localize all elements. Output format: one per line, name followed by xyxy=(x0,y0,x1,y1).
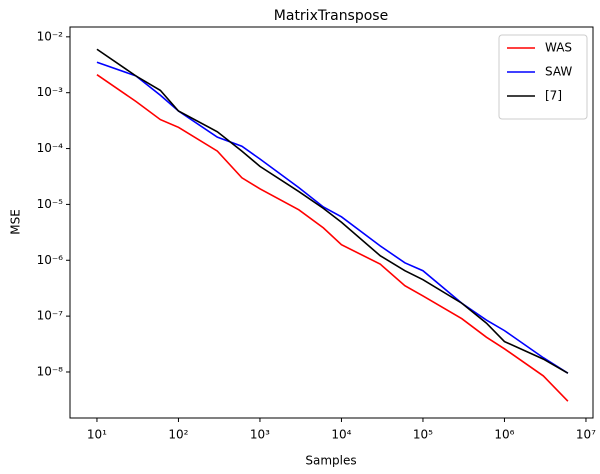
y-axis-label: MSE xyxy=(9,209,23,235)
legend-label: WAS xyxy=(545,41,572,55)
legend-label: [7] xyxy=(545,89,562,103)
y-tick-label: 10⁻⁷ xyxy=(37,309,64,323)
x-tick-label: 10⁷ xyxy=(576,428,596,442)
series-line xyxy=(96,74,569,402)
legend-box xyxy=(498,34,588,120)
y-tick-label: 10⁻⁸ xyxy=(37,364,64,378)
y-tick-label: 10⁻³ xyxy=(37,85,64,99)
x-tick-label: 10² xyxy=(168,428,188,442)
x-axis-label: Samples xyxy=(305,454,356,468)
x-tick-label: 10¹ xyxy=(87,428,107,442)
plot-frame xyxy=(69,26,594,419)
series-line xyxy=(96,48,569,374)
series-line xyxy=(96,61,569,374)
x-tick-label: 10³ xyxy=(250,428,270,442)
y-tick-label: 10⁻⁴ xyxy=(37,141,64,155)
y-tick-label: 10⁻² xyxy=(37,29,64,43)
legend-label: SAW xyxy=(545,65,572,79)
x-tick-label: 10⁵ xyxy=(413,428,433,442)
y-tick-label: 10⁻⁶ xyxy=(37,253,64,267)
y-tick-label: 10⁻⁵ xyxy=(37,197,64,211)
chart-title: MatrixTranspose xyxy=(274,8,388,24)
x-tick-label: 10⁶ xyxy=(494,428,514,442)
x-tick-label: 10⁴ xyxy=(331,428,351,442)
